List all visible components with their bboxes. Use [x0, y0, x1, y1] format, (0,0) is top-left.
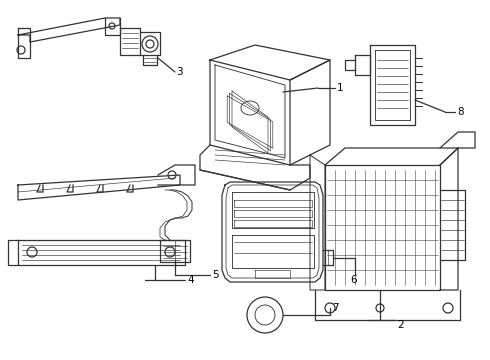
Text: 4: 4: [187, 275, 194, 285]
Text: 8: 8: [457, 107, 464, 117]
Text: 5: 5: [212, 270, 219, 280]
Text: 1: 1: [337, 83, 343, 93]
Text: 3: 3: [176, 67, 183, 77]
Text: 7: 7: [332, 303, 339, 313]
Text: 2: 2: [397, 320, 404, 330]
Text: 6: 6: [350, 275, 357, 285]
